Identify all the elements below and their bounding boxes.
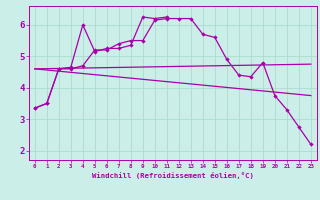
X-axis label: Windchill (Refroidissement éolien,°C): Windchill (Refroidissement éolien,°C) xyxy=(92,172,254,179)
